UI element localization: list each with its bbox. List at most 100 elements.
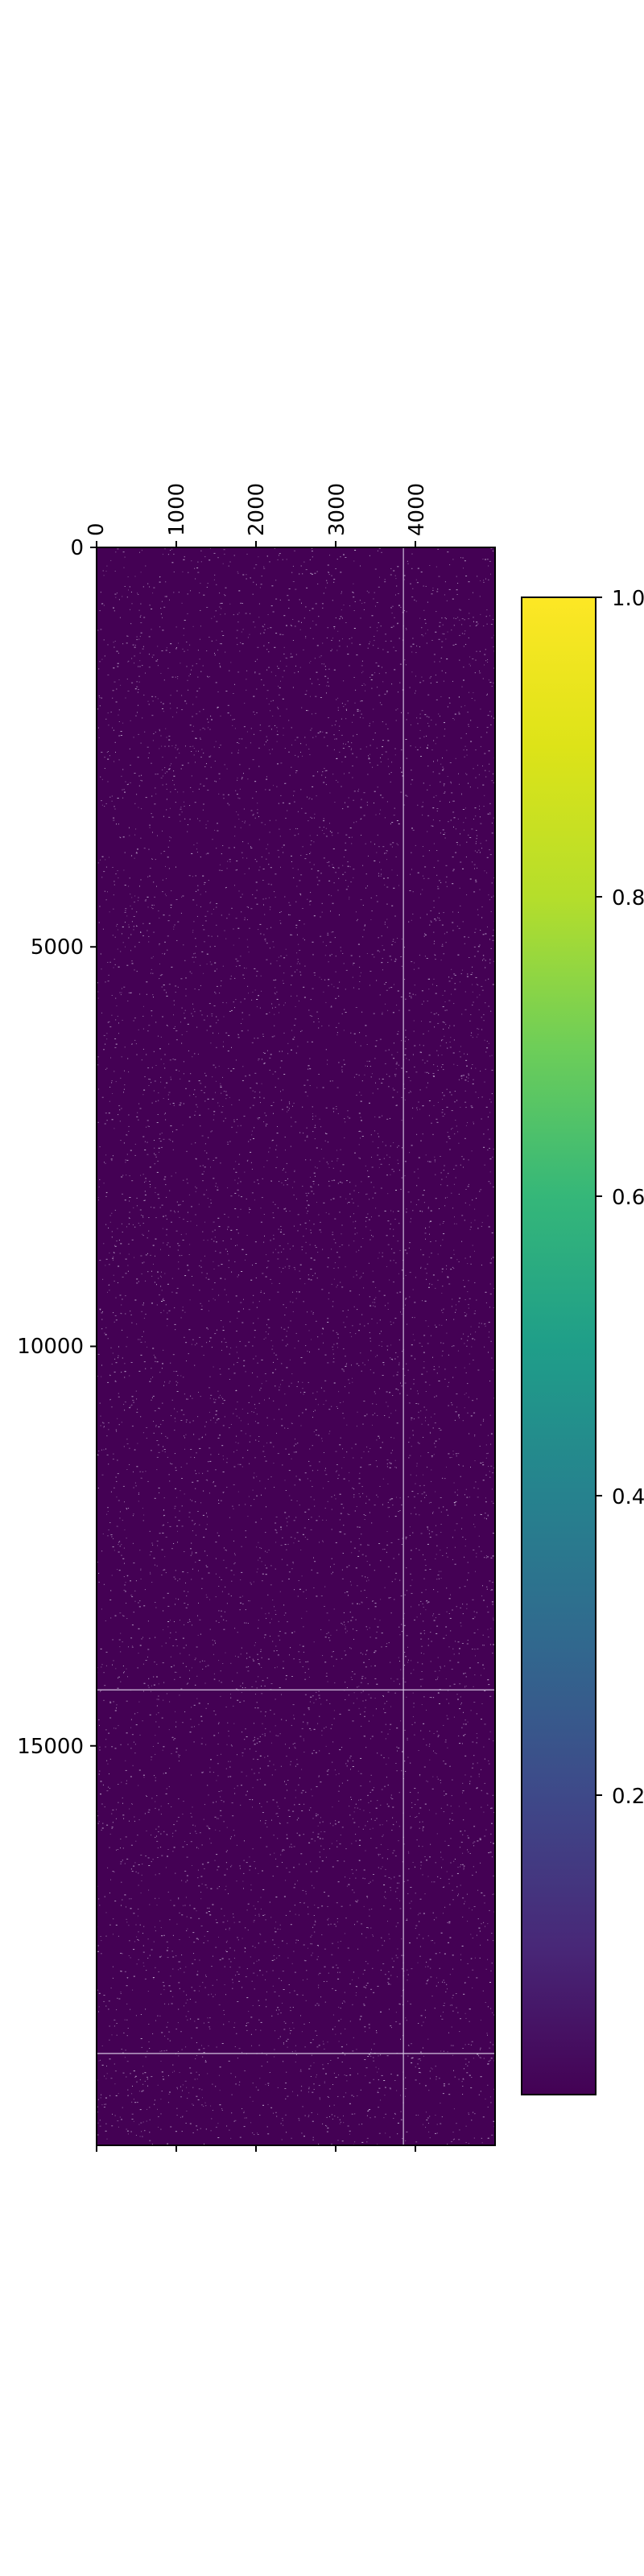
heatmap-cell [194, 1114, 196, 1116]
heatmap-cell [99, 1308, 101, 1310]
heatmap-cell [491, 1232, 493, 1234]
heatmap-cell [175, 1570, 176, 1571]
heatmap-cell [98, 1719, 100, 1720]
heatmap-cell [169, 1768, 171, 1769]
heatmap-cell [219, 592, 221, 594]
heatmap-cell [424, 1893, 426, 1895]
heatmap-cell [168, 1474, 170, 1476]
heatmap-cell [180, 1375, 182, 1377]
heatmap-cell [471, 698, 473, 699]
heatmap-cell [177, 1530, 178, 1532]
heatmap-cell [386, 801, 388, 803]
heatmap-cell [445, 942, 447, 943]
heatmap-cell [490, 1590, 492, 1591]
heatmap-cell [454, 1502, 456, 1504]
heatmap-cell [255, 1421, 256, 1422]
heatmap-cell [487, 1435, 489, 1436]
heatmap-cell [296, 995, 298, 997]
heatmap-cell [433, 1368, 436, 1370]
heatmap-cell [261, 1806, 262, 1807]
heatmap-cell [427, 2123, 429, 2124]
heatmap-cell [105, 1162, 106, 1164]
heatmap-cell [330, 2060, 332, 2061]
heatmap-cell [447, 2144, 448, 2145]
heatmap-cell [436, 1121, 439, 1123]
heatmap-cell [265, 1373, 266, 1374]
heatmap-cell [461, 624, 463, 625]
heatmap-cell [452, 718, 454, 719]
heatmap-cell [468, 581, 470, 583]
heatmap-cell [285, 1208, 287, 1209]
heatmap-cell [224, 553, 225, 555]
heatmap-cell [445, 672, 447, 674]
heatmap-cell [253, 1758, 254, 1760]
heatmap-cell [332, 1353, 334, 1355]
heatmap-cell [220, 1085, 222, 1087]
heatmap-cell [182, 1722, 184, 1724]
heatmap-cell [456, 589, 458, 591]
heatmap-cell [122, 643, 124, 645]
heatmap-cell [244, 2070, 246, 2071]
heatmap-cell [314, 813, 316, 815]
heatmap-cell [379, 1319, 381, 1321]
heatmap-cell [237, 2001, 239, 2002]
heatmap-cell [217, 1390, 219, 1392]
heatmap-cell [367, 1821, 369, 1823]
heatmap-cell [316, 1959, 318, 1960]
heatmap-cell [107, 1507, 109, 1509]
heatmap-cell [140, 1354, 142, 1356]
heatmap-cell [241, 1196, 242, 1198]
heatmap-cell [276, 991, 278, 993]
heatmap-cell [140, 2014, 142, 2015]
heatmap-cell [378, 673, 380, 675]
heatmap-cell [234, 1192, 237, 1194]
heatmap-cell [461, 1241, 463, 1242]
heatmap-cell [349, 1216, 351, 1217]
heatmap-cell [303, 939, 305, 941]
heatmap-cell [428, 850, 430, 852]
heatmap-cell [306, 1212, 308, 1214]
heatmap-cell [281, 2139, 283, 2140]
heatmap-cell [481, 1323, 482, 1324]
heatmap-cell [462, 1613, 464, 1615]
heatmap-cell [385, 852, 387, 854]
heatmap-cell [409, 1455, 411, 1456]
heatmap-cell [366, 1983, 369, 1984]
heatmap-cell [153, 881, 155, 883]
heatmap-cell [178, 1261, 180, 1263]
heatmap-cell [382, 1824, 383, 1826]
heatmap-cell [393, 1228, 394, 1230]
heatmap-cell [486, 1606, 488, 1608]
heatmap-cell [196, 1910, 197, 1912]
heatmap-cell [329, 792, 331, 794]
heatmap-cell [192, 1015, 193, 1017]
heatmap-cell [408, 1852, 410, 1854]
heatmap-cell [242, 603, 243, 604]
heatmap-cell [213, 1653, 214, 1655]
heatmap-cell [479, 816, 481, 818]
heatmap-cell [317, 1833, 320, 1835]
heatmap-cell [309, 1701, 311, 1703]
heatmap-cell [465, 773, 466, 774]
heatmap-cell [415, 1927, 416, 1929]
heatmap-cell [372, 1880, 374, 1881]
heatmap-cell [274, 1606, 275, 1608]
heatmap-cell [185, 1233, 187, 1235]
heatmap-cell [107, 1381, 109, 1383]
heatmap-cell [196, 1938, 198, 1939]
heatmap-cell [491, 896, 493, 898]
heatmap-cell [192, 876, 193, 877]
heatmap-cell [177, 1817, 180, 1818]
heatmap-cell [292, 565, 294, 567]
heatmap-cell [364, 2026, 366, 2028]
heatmap-cell [490, 1842, 492, 1843]
heatmap-cell [349, 1332, 351, 1333]
heatmap-cell [332, 867, 334, 868]
heatmap-cell [384, 1785, 386, 1787]
heatmap-cell [197, 1416, 199, 1418]
heatmap-cell [426, 1494, 427, 1496]
heatmap-cell [325, 1049, 327, 1051]
heatmap-cell [282, 2118, 283, 2119]
heatmap-cell [478, 1927, 481, 1929]
heatmap-cell [240, 1653, 242, 1655]
